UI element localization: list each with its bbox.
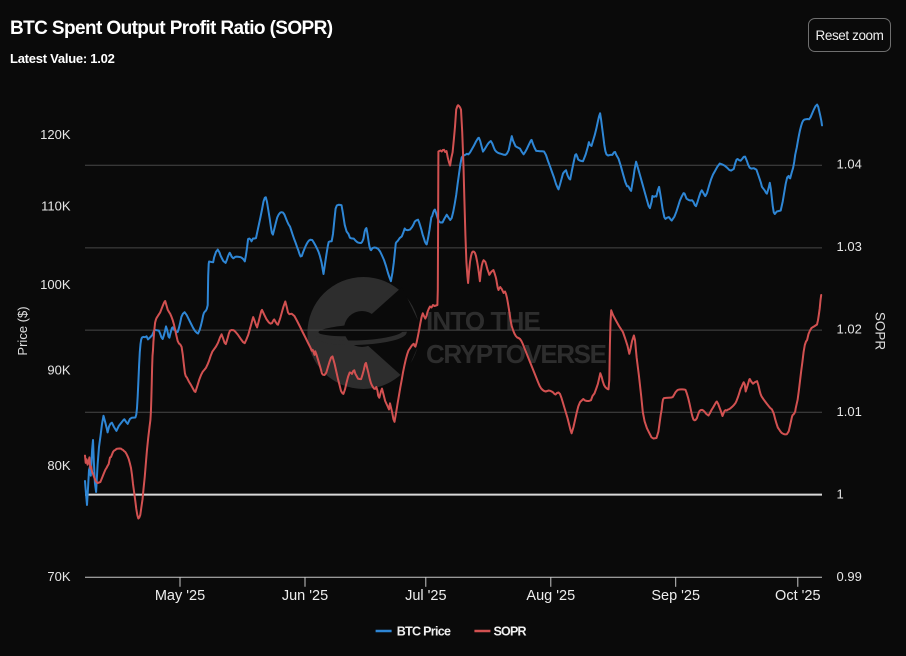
svg-text:80K: 80K: [47, 458, 70, 473]
svg-text:SOPR: SOPR: [873, 312, 888, 351]
svg-text:90K: 90K: [47, 363, 70, 378]
svg-text:120K: 120K: [40, 127, 71, 142]
svg-text:Price ($): Price ($): [15, 306, 30, 355]
svg-text:Jun '25: Jun '25: [282, 588, 328, 604]
svg-text:70K: 70K: [47, 569, 70, 584]
svg-text:SOPR: SOPR: [494, 625, 527, 639]
svg-text:1: 1: [837, 487, 844, 502]
svg-text:Jul '25: Jul '25: [405, 588, 446, 604]
svg-text:May '25: May '25: [155, 588, 205, 604]
svg-text:Oct '25: Oct '25: [775, 588, 820, 604]
svg-text:BTC Price: BTC Price: [397, 625, 451, 639]
svg-text:1.04: 1.04: [837, 156, 862, 171]
svg-text:1.02: 1.02: [837, 322, 862, 337]
svg-text:0.99: 0.99: [837, 569, 862, 584]
svg-text:Sep '25: Sep '25: [651, 588, 700, 604]
svg-text:INTO THE: INTO THE: [426, 306, 540, 336]
svg-text:110K: 110K: [41, 199, 71, 214]
svg-text:1.01: 1.01: [837, 404, 862, 419]
svg-text:100K: 100K: [40, 277, 71, 292]
svg-text:Aug '25: Aug '25: [526, 588, 575, 604]
svg-text:CRYPTOVERSE: CRYPTOVERSE: [426, 339, 607, 369]
svg-text:1.03: 1.03: [837, 239, 862, 254]
